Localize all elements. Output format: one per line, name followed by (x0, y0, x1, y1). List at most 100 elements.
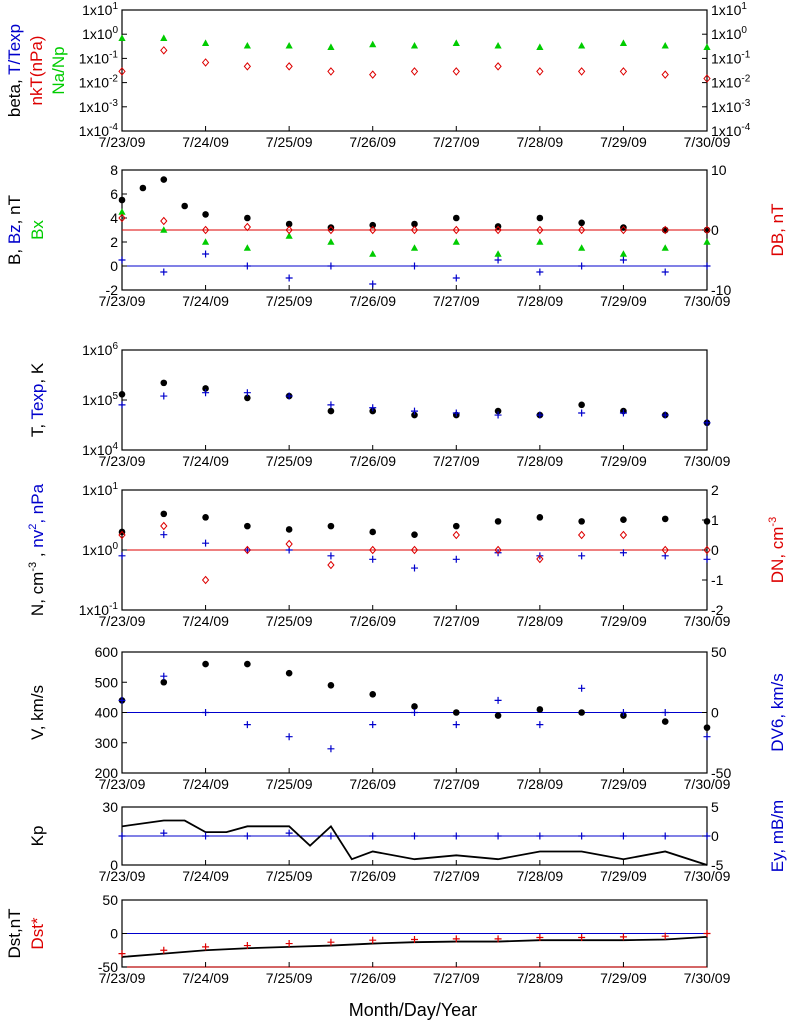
data-point (118, 213, 126, 223)
tick-exponent: 1 (112, 481, 118, 492)
x-tick-label: 7/24/09 (182, 776, 229, 792)
data-point (369, 528, 377, 536)
axes-layer: 1x10-4 1x10-3 1x10-2 1x10-1 1x100 1x101 1x10-4… (5, 1, 787, 986)
tick-exponent: 6 (112, 341, 118, 352)
data-point (411, 703, 418, 710)
tick-label: 1x100 (82, 25, 118, 42)
data-point (327, 67, 335, 76)
data-point (578, 219, 585, 227)
data-point (327, 225, 335, 235)
data-point (118, 401, 126, 409)
data-point (661, 545, 669, 555)
x-tick-label: 7/25/09 (266, 293, 313, 309)
data-point (703, 733, 711, 741)
tick-label: -2 (106, 282, 119, 298)
data-point (411, 709, 418, 716)
tick-label: -50 (711, 765, 731, 781)
tick-label: 5 (711, 799, 719, 815)
data-point (661, 932, 669, 940)
data-point (118, 552, 126, 560)
data-point (160, 226, 168, 233)
data-point (202, 539, 210, 547)
panel-4: 1x10-1 1x100 1x101 -2 -1 0 1 2 7/23/09 7/24/09 7/2… (27, 481, 787, 629)
data-point (285, 274, 293, 282)
x-tick-label: 7/30/09 (684, 453, 731, 469)
x-tick-label: 7/26/09 (349, 776, 396, 792)
tick-label: -1 (711, 572, 724, 588)
data-point (619, 250, 628, 257)
data-point (411, 262, 418, 270)
tick-label: 1x101 (711, 1, 747, 18)
y-axis-label-part: T/Texp (5, 24, 24, 75)
data-point (661, 226, 669, 234)
data-point (494, 250, 502, 257)
data-point (411, 832, 418, 840)
data-point (494, 545, 502, 555)
data-point (411, 531, 418, 538)
panel-7: -50 0 50 7/23/09 7/24/09 7/25/09 7/26/09 7/27/0… (5, 892, 731, 986)
tick-label: 1x10-4 (711, 122, 751, 139)
y-axis-label-secondary-part: Bx (28, 220, 47, 240)
data-point (369, 225, 377, 235)
data-point (703, 930, 711, 937)
x-tick-label: 7/26/09 (349, 453, 396, 469)
data-point (578, 684, 586, 692)
data-point (494, 832, 502, 840)
data-point (160, 678, 168, 686)
data-point (285, 669, 293, 677)
y-axis-label: Kp (28, 826, 47, 847)
x-tick-label: 7/28/09 (516, 613, 563, 629)
panel-6: 0 30 -5 0 5 7/23/09 7/24/09 7/25/09 7/26/09 7/27/… (28, 799, 787, 884)
x-tick-label: 7/30/09 (684, 613, 731, 629)
panel-5: 200 300 400 500 600 -50 0 50 7/23/09 7/24/09 7/25/… (28, 644, 787, 792)
data-point (703, 555, 711, 563)
data-point (578, 41, 586, 49)
x-tick-label: 7/29/09 (600, 293, 647, 309)
data-point (452, 67, 460, 76)
data-point (369, 404, 377, 412)
data-point (118, 208, 126, 215)
data-point (578, 244, 586, 251)
data-point (285, 232, 293, 239)
tick-label: -50 (98, 959, 118, 975)
data-point (285, 829, 293, 837)
data-point (703, 419, 711, 427)
x-tick-label: 7/26/09 (349, 868, 396, 884)
data-point (243, 389, 251, 397)
x-tick-label: 7/23/09 (99, 613, 146, 629)
data-point (452, 709, 460, 716)
data-point (369, 250, 377, 257)
data-point (619, 709, 627, 716)
y-axis-label-part: , K (28, 362, 47, 383)
tick-label: 200 (95, 765, 119, 781)
y-axis-label-part: Texp (28, 384, 47, 420)
data-point (243, 222, 252, 232)
data-point (661, 515, 669, 523)
x-tick-label: 7/25/09 (266, 134, 313, 150)
tick-exponent: -1 (109, 49, 118, 60)
data-point (452, 530, 460, 540)
y-axis-label-secondary-part: nkT(nPa) (27, 36, 46, 106)
x-tick-label: 7/29/09 (600, 868, 647, 884)
data-point (536, 554, 544, 564)
data-point (243, 546, 251, 554)
tick-exponent: -3 (109, 98, 118, 109)
data-point (369, 936, 377, 944)
data-point (201, 575, 210, 585)
data-point (201, 58, 210, 67)
data-point (181, 202, 188, 210)
data-point (452, 409, 460, 417)
data-point (411, 564, 418, 572)
x-tick-label: 7/25/09 (266, 868, 313, 884)
x-tick-label: 7/30/09 (684, 134, 731, 150)
data-point (494, 407, 502, 415)
x-tick-label: 7/23/09 (99, 293, 146, 309)
data-point (118, 34, 126, 41)
data-point (118, 67, 126, 76)
data-point (619, 225, 628, 235)
data-point (244, 660, 251, 668)
data-point (536, 238, 544, 245)
y-axis-label-part: , nT (5, 195, 24, 224)
data-point (452, 832, 460, 840)
tick-label: 1x10-1 (79, 601, 119, 618)
